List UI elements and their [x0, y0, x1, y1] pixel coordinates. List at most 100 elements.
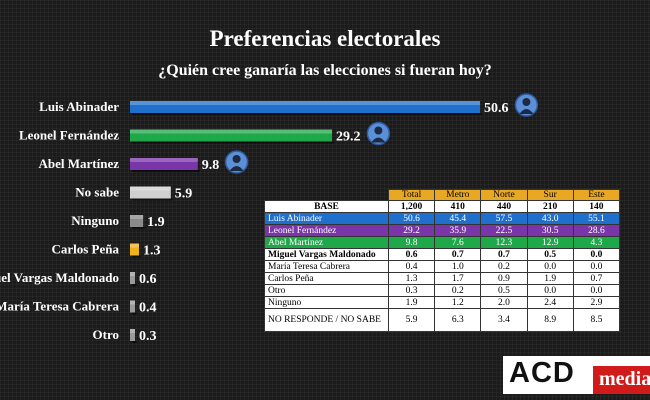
table-cell: 22.5 — [480, 224, 528, 237]
category-label-leonel-fernandez: Leonel Fernández — [19, 128, 119, 143]
category-label-luis-abinader: Luis Abinader — [39, 99, 119, 114]
category-label-maria-teresa-cabrera: María Teresa Cabrera — [0, 299, 119, 314]
table-cell: 1.7 — [434, 272, 482, 285]
table-row: Carlos Peña 1.3 1.7 0.9 1.9 0.7 — [264, 272, 621, 285]
table-corner — [265, 190, 389, 201]
table-cell: 55.1 — [572, 212, 621, 225]
category-label-ninguno: Ninguno — [71, 213, 119, 228]
candidate-portrait-icon — [366, 121, 391, 146]
bar-miguel-vargas-maldonado — [130, 272, 135, 284]
category-label-no-sabe: No sabe — [75, 185, 119, 200]
table-cell: 140 — [572, 200, 621, 213]
table-cell: 45.4 — [434, 212, 482, 225]
table-cell: 0.2 — [434, 284, 482, 297]
table-row: NO RESPONDE / NO SABE 5.9 6.3 3.4 8.9 8.5 — [264, 308, 621, 332]
value-label-leonel-fernandez: 29.2 — [336, 130, 361, 145]
table-cell: 9.8 — [387, 236, 436, 249]
table-cell: 35.9 — [434, 224, 482, 237]
table-cell: 0.4 — [387, 260, 436, 273]
logo-brand: ACD — [509, 357, 575, 389]
value-label-ninguno: 1.9 — [147, 215, 165, 230]
category-label-abel-martinez: Abel Martínez — [38, 156, 119, 171]
table-cell: 6.3 — [434, 308, 482, 332]
bar-highlight-no-sabe — [130, 186, 171, 191]
table-cell: 3.4 — [480, 308, 528, 332]
table-row: Luis Abinader 50.6 45.4 57.5 43.0 55.1 — [264, 212, 621, 225]
row-label: Abel Martínez — [264, 236, 389, 249]
bar-otro — [130, 329, 135, 341]
logo-media: media — [593, 366, 650, 394]
table-cell: 0.0 — [572, 260, 621, 273]
table-cell: 7.6 — [434, 236, 482, 249]
table-cell: 2.0 — [480, 296, 528, 309]
table-row: María Teresa Cabrera 0.4 1.0 0.2 0.0 0.0 — [264, 260, 621, 273]
bar-shadow-carlos-pena — [132, 255, 141, 258]
table-cell: 2.9 — [572, 296, 621, 309]
bar-shadow-miguel-vargas-maldonado — [132, 284, 137, 286]
table-cell: 1.9 — [387, 296, 436, 309]
candidate-portrait-icon — [224, 150, 249, 174]
table-cell: 28.6 — [572, 224, 621, 237]
table-cell: 0.0 — [526, 260, 574, 273]
bar-highlight-maria-teresa-cabrera — [130, 300, 135, 305]
bar-carlos-pena — [130, 243, 139, 256]
table-cell: 8.9 — [526, 308, 574, 332]
value-label-carlos-pena: 1.3 — [143, 244, 161, 259]
category-label-miguel-vargas-maldonado: Miguel Vargas Maldonado — [0, 270, 119, 285]
bar-shadow-otro — [132, 341, 137, 343]
table-cell: 4.3 — [572, 236, 621, 249]
row-label: BASE — [264, 200, 389, 213]
table-cell: 410 — [434, 200, 482, 213]
row-label: NO RESPONDE / NO SABE — [264, 308, 389, 332]
table-cell: 0.7 — [434, 248, 482, 261]
table-header-este: Este — [572, 189, 621, 201]
table-cell: 8.5 — [572, 308, 621, 332]
table-row: BASE 1,200 410 440 210 140 — [264, 200, 621, 213]
table-cell: 0.0 — [572, 248, 621, 261]
bar-leonel-fernandez — [130, 129, 332, 142]
bar-highlight-otro — [130, 329, 135, 333]
value-label-abel-martinez: 9.8 — [202, 158, 220, 173]
table-row: Miguel Vargas Maldonado 0.6 0.7 0.7 0.5 0.0 — [264, 248, 621, 261]
value-label-maria-teresa-cabrera: 0.4 — [139, 301, 157, 316]
row-label: Otro — [264, 284, 389, 297]
table-cell: 0.0 — [526, 284, 574, 297]
row-label: María Teresa Cabrera — [264, 260, 389, 273]
bar-no-sabe — [130, 186, 171, 199]
bar-abel-martinez — [130, 158, 198, 170]
bar-maria-teresa-cabrera — [130, 300, 135, 313]
category-label-carlos-pena: Carlos Peña — [51, 242, 119, 257]
table-cell: 50.6 — [387, 212, 436, 225]
table-cell: 1,200 — [387, 200, 436, 213]
table-cell: 0.5 — [526, 248, 574, 261]
row-label: Carlos Peña — [264, 272, 389, 285]
row-label: Leonel Fernández — [264, 224, 389, 237]
row-label: Ninguno — [264, 296, 389, 309]
candidate-portrait-icon — [514, 93, 539, 117]
table-cell: 1.0 — [434, 260, 482, 273]
table-cell: 210 — [526, 200, 574, 213]
value-label-luis-abinader: 50.6 — [484, 101, 509, 116]
bar-luis-abinader — [130, 101, 480, 113]
table-header-metro: Metro — [434, 189, 482, 201]
table-cell: 0.3 — [387, 284, 436, 297]
category-label-otro: Otro — [93, 327, 119, 342]
acd-media-logo: ACD media — [503, 356, 650, 394]
table-header-row: Total Metro Norte Sur Este — [265, 189, 621, 201]
table-cell: 0.2 — [480, 260, 528, 273]
table-cell: 43.0 — [526, 212, 574, 225]
row-label: Luis Abinader — [264, 212, 389, 225]
table-row: Leonel Fernández 29.2 35.9 22.5 30.5 28.6 — [264, 224, 621, 237]
value-label-no-sabe: 5.9 — [175, 187, 193, 202]
bar-shadow-abel-martinez — [132, 170, 200, 172]
row-label: Miguel Vargas Maldonado — [264, 248, 389, 261]
table-cell: 5.9 — [387, 308, 436, 332]
bar-highlight-carlos-pena — [130, 243, 139, 248]
bar-highlight-ninguno — [130, 215, 144, 219]
bar-highlight-miguel-vargas-maldonado — [130, 272, 135, 276]
table-cell: 0.7 — [480, 248, 528, 261]
value-label-otro: 0.3 — [139, 329, 157, 344]
bar-shadow-no-sabe — [132, 198, 173, 201]
table-row: Abel Martínez 9.8 7.6 12.3 12.9 4.3 — [264, 236, 621, 249]
table-cell: 30.5 — [526, 224, 574, 237]
